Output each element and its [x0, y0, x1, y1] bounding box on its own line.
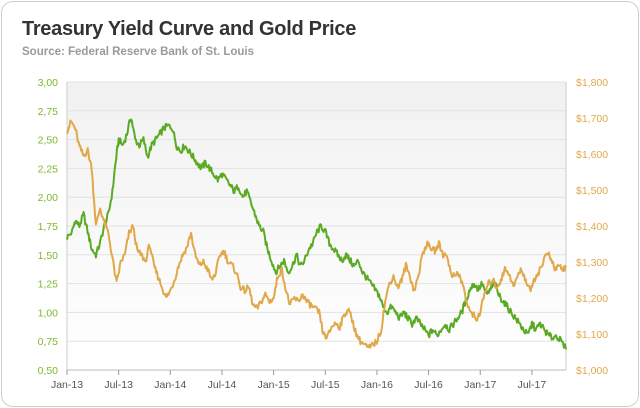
right-tick-label: $1,800 — [576, 77, 608, 89]
x-tick-label: Jan-13 — [51, 379, 83, 391]
right-tick-label: $1,500 — [576, 185, 608, 197]
left-tick-label: 0,75 — [38, 336, 59, 348]
left-tick-label: 1,25 — [38, 279, 59, 291]
right-tick-label: $1,600 — [576, 149, 608, 161]
x-tick-label: Jul-16 — [414, 379, 443, 391]
left-tick-label: 2,50 — [38, 135, 59, 147]
right-tick-label: $1,100 — [576, 329, 608, 341]
gold-series-line — [66, 119, 567, 349]
left-tick-label: 3,00 — [38, 77, 59, 89]
x-tick-label: Jan-16 — [361, 379, 393, 391]
left-tick-label: 2,00 — [38, 192, 59, 204]
left-tick-label: 1,50 — [38, 250, 59, 262]
x-tick-label: Jan-17 — [464, 379, 496, 391]
right-tick-label: $1,700 — [576, 113, 608, 125]
x-tick-label: Jul-13 — [104, 379, 133, 391]
left-tick-label: 1,75 — [38, 221, 59, 233]
right-tick-label: $1,000 — [576, 365, 608, 377]
left-tick-label: 1,00 — [38, 307, 59, 319]
x-tick-label: Jul-14 — [208, 379, 237, 391]
right-tick-label: $1,300 — [576, 257, 608, 269]
left-tick-label: 0,50 — [38, 365, 59, 377]
x-tick-label: Jan-14 — [154, 379, 186, 391]
x-tick-label: Jan-15 — [258, 379, 290, 391]
chart-title: Treasury Yield Curve and Gold Price — [22, 18, 357, 40]
right-tick-label: $1,400 — [576, 221, 608, 233]
right-tick-label: $1,200 — [576, 293, 608, 305]
chart-subtitle: Source: Federal Reserve Bank of St. Loui… — [22, 46, 254, 58]
yield-series-line — [66, 118, 567, 350]
x-tick-label: Jul-15 — [311, 379, 340, 391]
left-tick-label: 2,75 — [38, 106, 59, 118]
x-tick-label: Jul-17 — [518, 379, 547, 391]
left-tick-label: 2,25 — [38, 163, 59, 175]
